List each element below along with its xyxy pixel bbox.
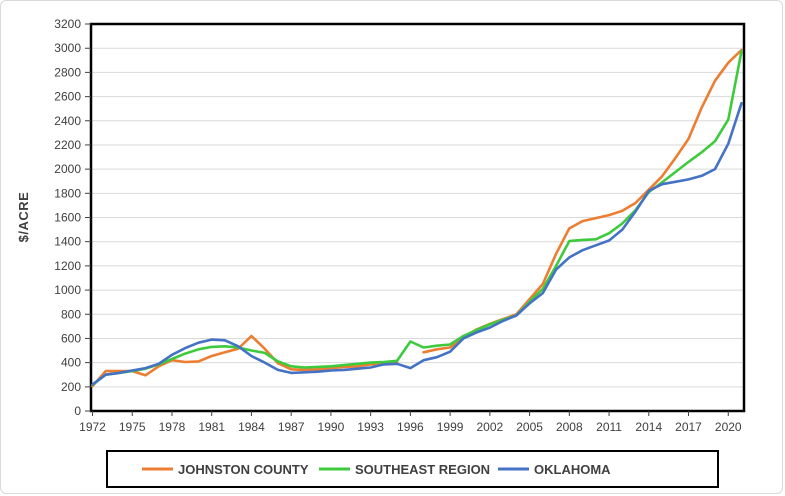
legend-label-southeast-region: SOUTHEAST REGION	[355, 462, 490, 477]
legend-label-johnston-county: JOHNSTON COUNTY	[178, 462, 309, 477]
legend: JOHNSTON COUNTY SOUTHEAST REGION OKLAHOM…	[106, 450, 719, 488]
series-lines	[91, 48, 743, 388]
y-tick-label: 600	[61, 331, 81, 345]
y-tick-label: 2200	[54, 138, 81, 152]
x-tick-label: 1990	[318, 420, 345, 434]
x-tick-label: 1993	[357, 420, 384, 434]
gridlines	[91, 47, 744, 388]
series-line-southeast-region	[91, 49, 743, 387]
x-tick-label: 2020	[715, 420, 742, 434]
y-tick-label: 1600	[54, 211, 81, 225]
x-tick-label: 2002	[476, 420, 503, 434]
x-tick-label: 1999	[437, 420, 464, 434]
x-tick-label: 2005	[516, 420, 543, 434]
x-tick-label: 2008	[556, 420, 583, 434]
series-line-oklahoma	[91, 101, 743, 386]
legend-box	[106, 450, 719, 488]
legend-label-oklahoma: OKLAHOMA	[534, 462, 611, 477]
y-tick-label: 0	[74, 404, 81, 418]
y-axis-title: $/ACRE	[16, 192, 31, 243]
y-tick-label: 2800	[54, 65, 81, 79]
x-tick-label: 1987	[278, 420, 305, 434]
y-tick-label: 1000	[54, 283, 81, 297]
x-tick-label: 1978	[159, 420, 186, 434]
y-axis-tick-labels: 0 200 400 600 800 1000 1200 1400 1600 1800 2000 220…	[54, 17, 81, 418]
x-tick-label: 2011	[596, 420, 622, 434]
y-tick-label: 2600	[54, 90, 81, 104]
y-tick-label: 200	[61, 380, 81, 394]
x-tick-label: 1972	[79, 420, 106, 434]
y-tick-label: 2400	[54, 114, 81, 128]
axes	[85, 22, 746, 416]
x-tick-label: 1981	[198, 420, 225, 434]
x-tick-label: 1975	[119, 420, 146, 434]
y-tick-label: 1200	[54, 259, 81, 273]
x-axis-tick-labels: 1972 1975 1978 1981 1984 1987 1990 1993 1996 1999…	[79, 420, 742, 434]
y-tick-label: 400	[61, 356, 81, 370]
y-tick-label: 2000	[54, 162, 81, 176]
x-tick-label: 1996	[397, 420, 424, 434]
y-tick-label: 3000	[54, 41, 81, 55]
y-tick-label: 1400	[54, 235, 81, 249]
x-tick-label: 1984	[238, 420, 265, 434]
x-tick-label: 2017	[675, 420, 702, 434]
y-tick-label: 800	[61, 307, 81, 321]
series-line-johnston-county	[91, 48, 743, 388]
x-tick-label: 2014	[635, 420, 662, 434]
y-tick-label: 3200	[54, 17, 81, 31]
y-tick-label: 1800	[54, 186, 81, 200]
